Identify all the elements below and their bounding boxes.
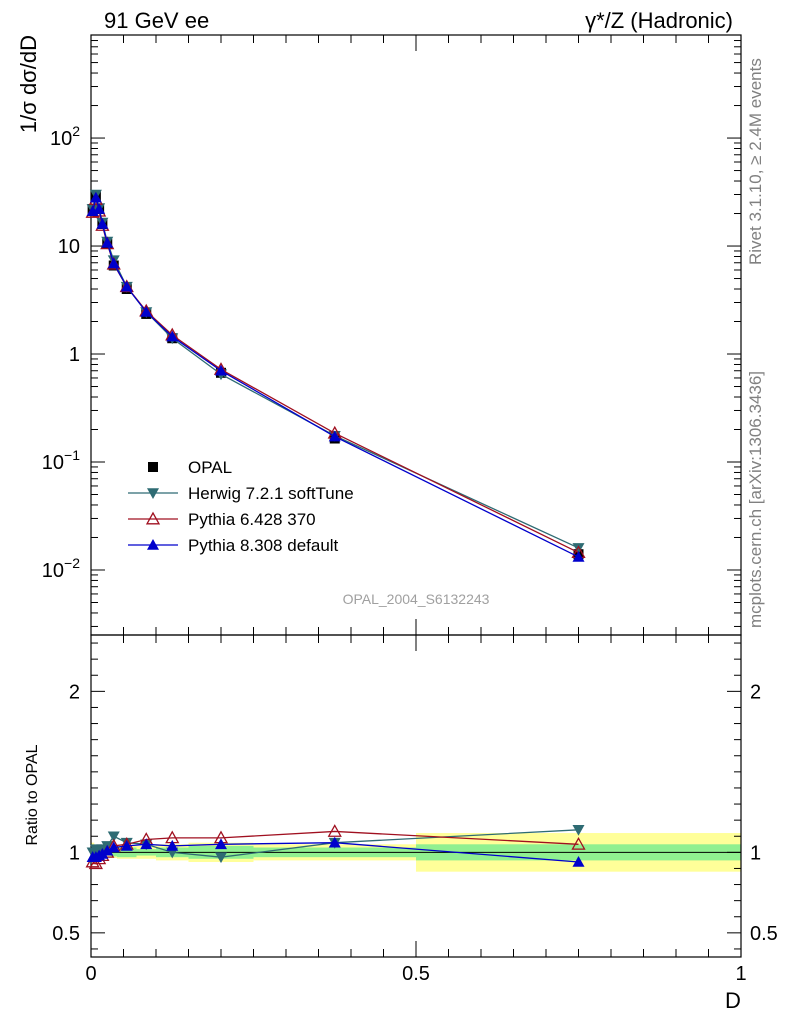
ratio-data-point — [215, 838, 227, 850]
data-point — [93, 203, 106, 214]
legend-marker — [148, 462, 158, 472]
ratio-data-point — [120, 839, 133, 851]
data-point — [107, 257, 120, 269]
ratio-plot-series — [85, 824, 586, 870]
ratio-plot-axes: 0.5 0.51 12 20 0.5 1 — [52, 634, 778, 985]
ratio-data-point — [572, 856, 585, 867]
ratio-series-herwig-7-2-1-softtune — [86, 825, 585, 864]
legend: OPAL Herwig 7.2.1 softTune Pythia 6.428 37… — [128, 458, 354, 555]
main-y-tick-label: 102 — [50, 123, 80, 150]
data-point — [120, 280, 133, 292]
data-point — [328, 430, 341, 442]
x-tick-label: 1 — [735, 963, 746, 985]
ratio-y-tick-label-right: 2 — [750, 681, 761, 703]
ratio-data-point — [107, 841, 120, 853]
ratio-y-tick-label-left: 1 — [69, 842, 80, 864]
ratio-plot-frame — [90, 634, 742, 958]
x-tick-label: 0.5 — [402, 963, 430, 985]
analysis-watermark: OPAL_2004_S6132243 — [343, 591, 490, 607]
legend-entry-label: Pythia 8.308 default — [188, 536, 339, 555]
data-point — [572, 550, 585, 562]
data-point — [215, 364, 227, 376]
ratio-y-tick-label-left: 0.5 — [52, 923, 80, 945]
x-tick-label: 0 — [85, 963, 96, 985]
legend-marker — [147, 488, 159, 499]
series-opal — [87, 191, 584, 560]
data-point — [140, 305, 153, 317]
legend-entry-label: Herwig 7.2.1 softTune — [188, 484, 354, 503]
main-plot-series — [85, 189, 586, 562]
data-point — [166, 330, 179, 342]
data-point — [101, 236, 114, 248]
ratio-data-point — [140, 838, 153, 850]
ratio-y-tick-label-right: 0.5 — [750, 923, 778, 945]
main-y-tick-label: 10−2 — [42, 555, 80, 582]
rivet-version-label: Rivet 3.1.10, ≥ 2.4M events — [746, 58, 765, 265]
legend-marker — [147, 539, 159, 550]
data-point — [96, 217, 109, 229]
ratio-data-point — [215, 852, 227, 864]
main-y-tick-label: 1 — [69, 344, 80, 366]
main-plot-axes: 10−2 10−1 1 10 102 — [42, 34, 742, 636]
mcplots-reference-label: mcplots.cern.ch [arXiv:1306.3436] — [746, 371, 765, 628]
ratio-data-point — [327, 824, 342, 837]
ratio-data-point — [571, 836, 586, 850]
data-point — [89, 191, 102, 203]
x-axis-title: D — [725, 988, 741, 1013]
legend-entry-label: Pythia 6.428 370 — [188, 510, 316, 529]
main-y-tick-label: 10−1 — [42, 447, 80, 474]
ratio-data-point — [101, 844, 114, 856]
ratio-y-tick-label-left: 2 — [69, 681, 80, 703]
data-point — [572, 543, 585, 554]
ratio-y-axis-title: Ratio to OPAL — [24, 744, 41, 845]
header-right-label: γ*/Z (Hadronic) — [585, 8, 733, 33]
ratio-data-point — [572, 825, 585, 836]
legend-entry-label: OPAL — [188, 458, 232, 477]
series-pythia-8-308-default — [86, 191, 585, 562]
ratio-data-point — [107, 831, 120, 843]
ratio-y-tick-label-right: 1 — [750, 842, 761, 864]
ratio-data-point — [328, 836, 341, 848]
ratio-data-point — [96, 847, 109, 859]
main-y-axis-title: 1/σ dσ/dD — [16, 35, 41, 133]
series-line — [91, 195, 579, 558]
legend-marker — [145, 511, 161, 525]
header-left-label: 91 GeV ee — [104, 8, 209, 33]
ratio-data-point — [166, 839, 179, 851]
main-y-tick-label: 10 — [58, 236, 80, 258]
ratio-series-pythia-8-308-default — [86, 836, 585, 867]
